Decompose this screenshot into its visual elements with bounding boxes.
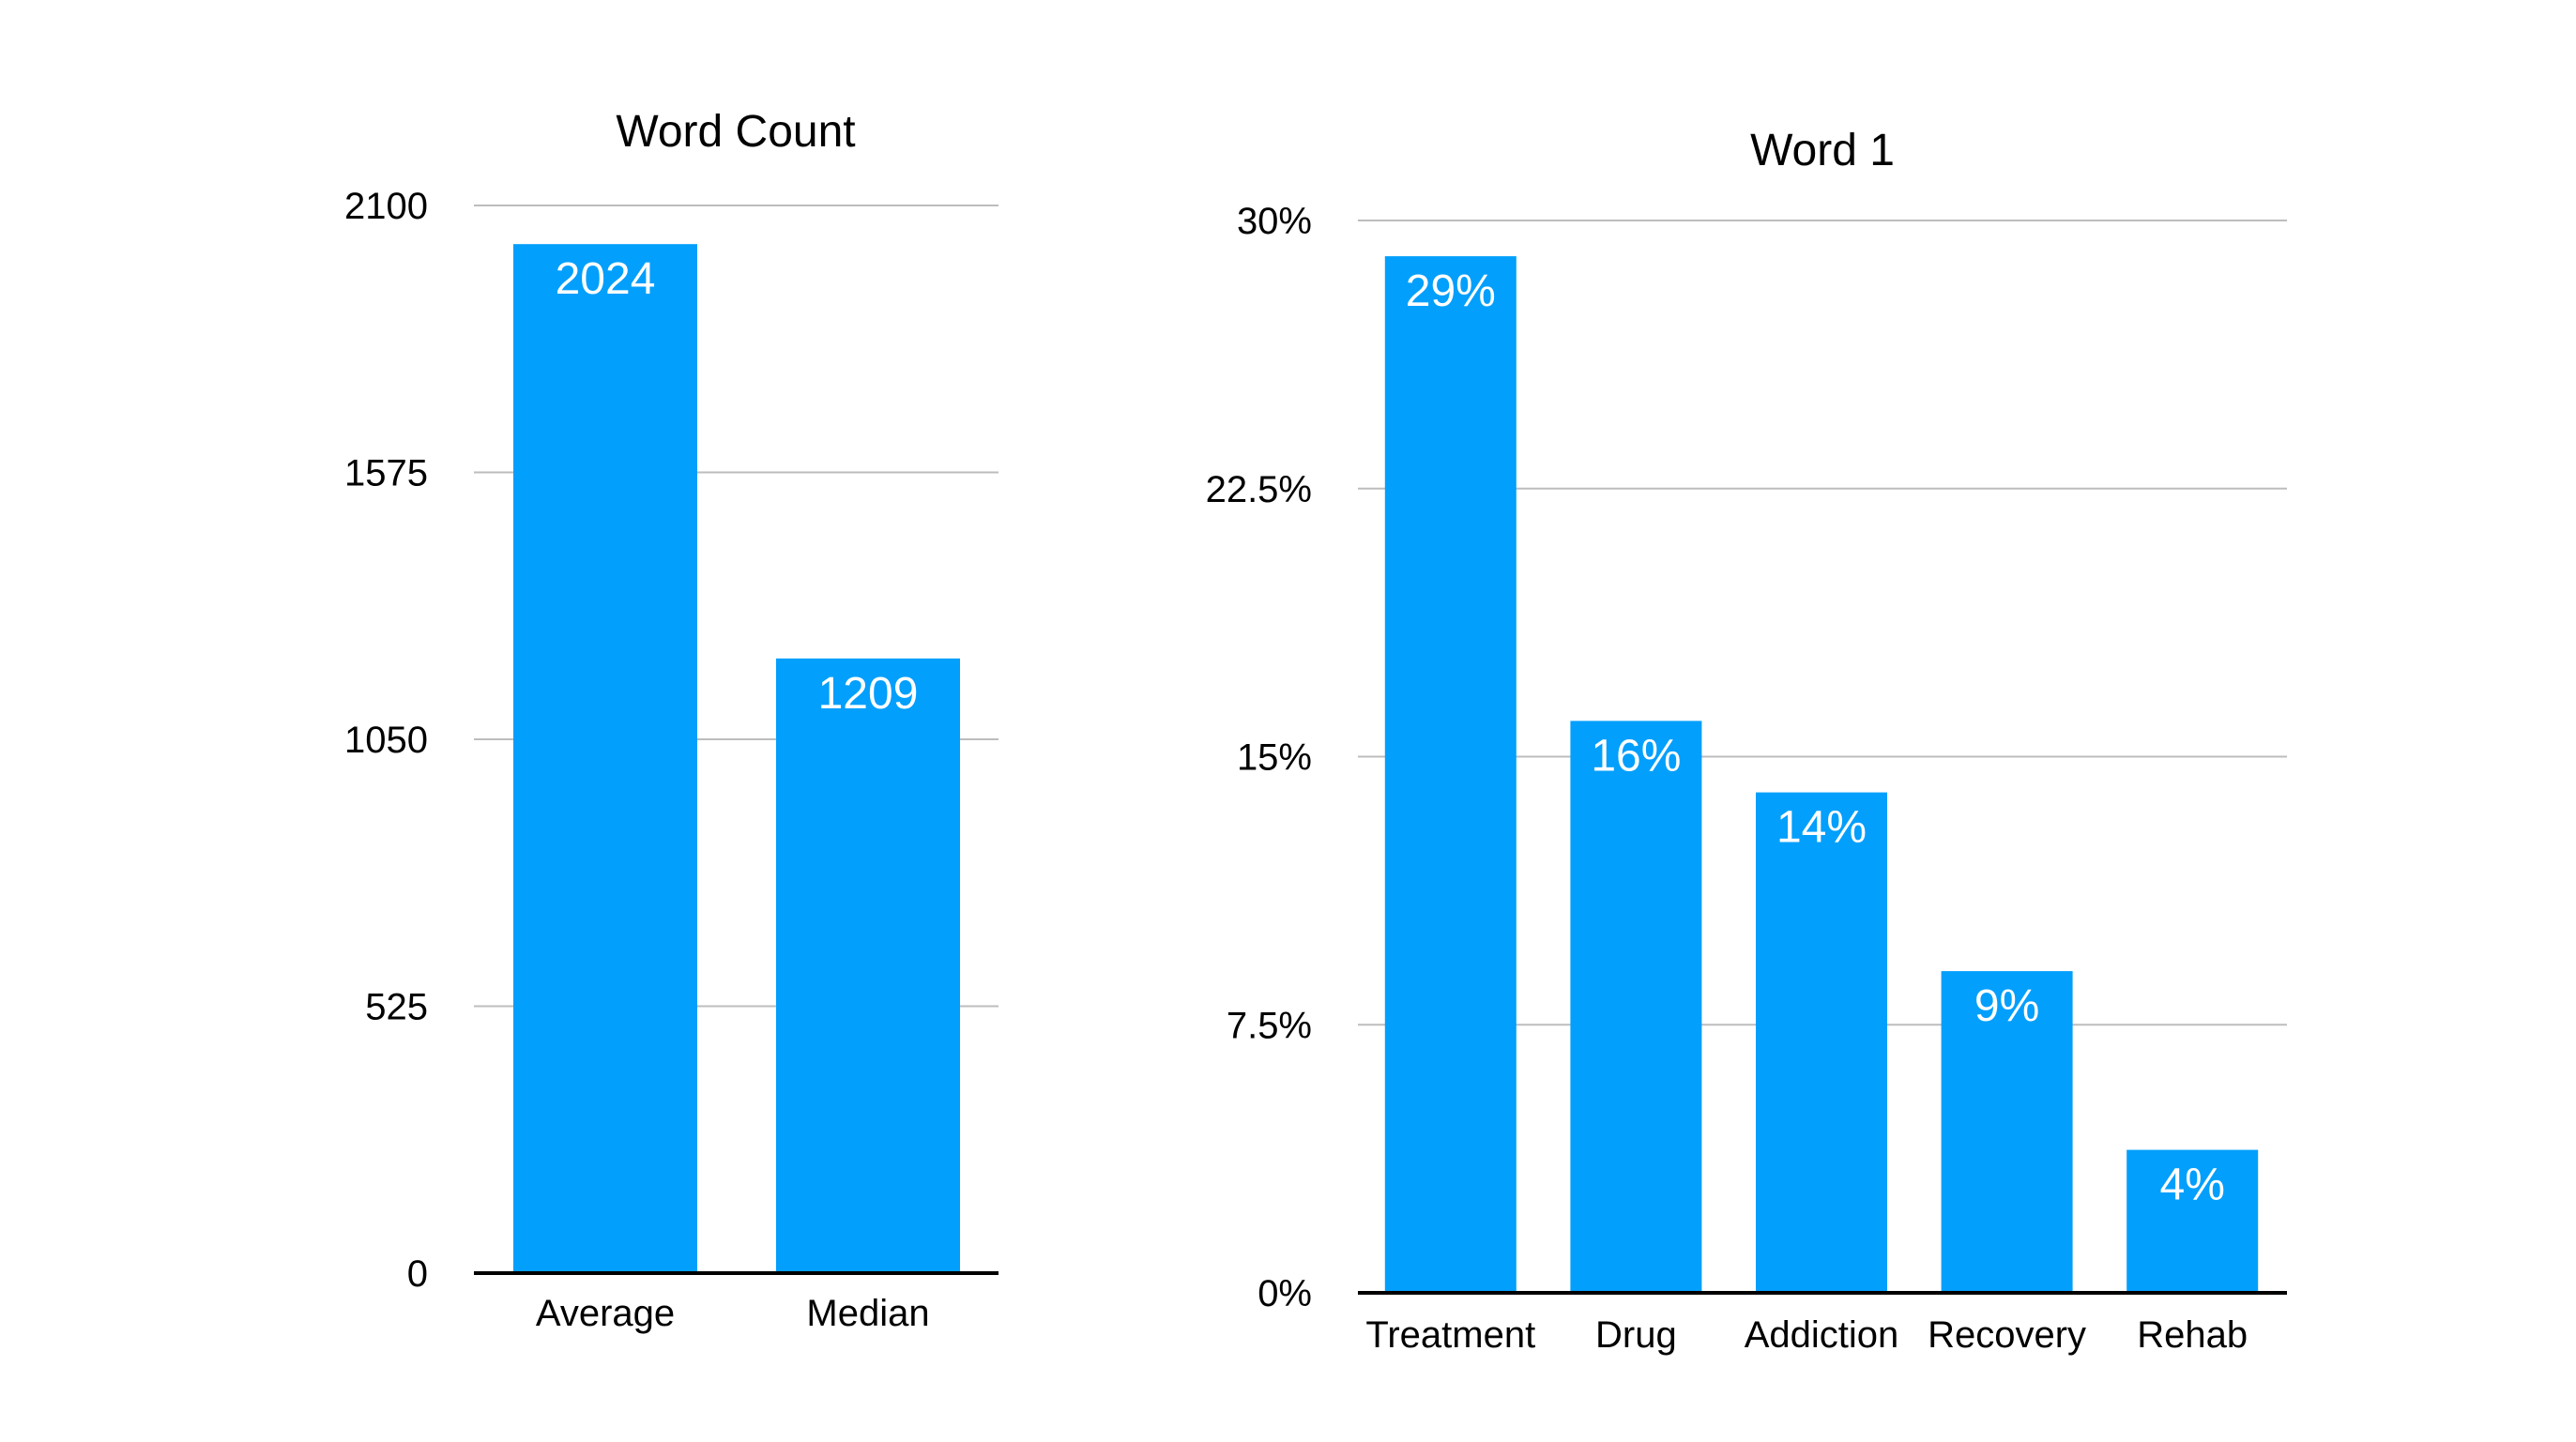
y-tick-label: 2100 [344, 186, 428, 227]
bar-median[interactable] [776, 658, 960, 1273]
y-tick-label: 1050 [344, 720, 428, 761]
y-tick-label: 30% [1237, 201, 1312, 242]
y-tick-label: 15% [1237, 737, 1312, 779]
bar-drug[interactable] [1570, 721, 1702, 1293]
data-label: 1209 [818, 669, 919, 719]
x-category-label: Recovery [1928, 1314, 2086, 1356]
bar-treatment[interactable] [1384, 256, 1517, 1294]
y-tick-label: 22.5% [1206, 469, 1312, 510]
x-category-label: Addiction [1745, 1314, 1899, 1356]
chart-title: Word Count [616, 107, 855, 157]
x-category-label: Rehab [2137, 1314, 2248, 1356]
data-label: 4% [2160, 1161, 2225, 1210]
y-tick-label: 1575 [344, 453, 428, 494]
y-tick-label: 0% [1258, 1273, 1312, 1314]
data-label: 29% [1406, 266, 1496, 316]
data-label: 16% [1591, 731, 1681, 781]
word-count-chart: Word Count 0 525 1050 1575 2100 2024 Average 120… [344, 107, 998, 1334]
data-label: 2024 [556, 254, 656, 304]
y-tick-label: 0 [407, 1253, 428, 1295]
x-category-label: Average [536, 1293, 675, 1334]
y-tick-label: 525 [365, 987, 428, 1028]
x-category-label: Treatment [1365, 1314, 1535, 1356]
data-label: 9% [1974, 981, 2039, 1031]
bar-rehab[interactable] [2126, 1149, 2259, 1293]
x-category-label: Drug [1595, 1314, 1677, 1356]
bar-addiction[interactable] [1756, 792, 1887, 1293]
chart-title: Word 1 [1750, 126, 1895, 175]
y-tick-label: 7.5% [1227, 1005, 1312, 1046]
x-category-label: Median [806, 1293, 929, 1334]
word-1-chart: Word 1 0% 7.5% 15% 22.5% 30% 29% Treatment 16% Dr… [1206, 126, 2287, 1356]
bar-average[interactable] [513, 244, 697, 1273]
data-label: 14% [1776, 803, 1867, 853]
bar-recovery[interactable] [1941, 971, 2073, 1293]
